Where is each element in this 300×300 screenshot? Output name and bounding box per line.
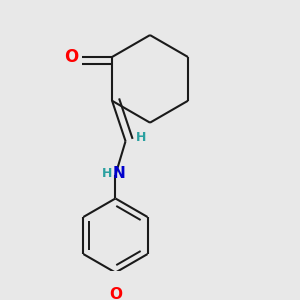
Text: H: H	[136, 131, 146, 144]
Text: H: H	[102, 167, 112, 180]
Text: O: O	[109, 287, 122, 300]
Text: N: N	[113, 166, 126, 181]
Text: O: O	[64, 48, 79, 66]
